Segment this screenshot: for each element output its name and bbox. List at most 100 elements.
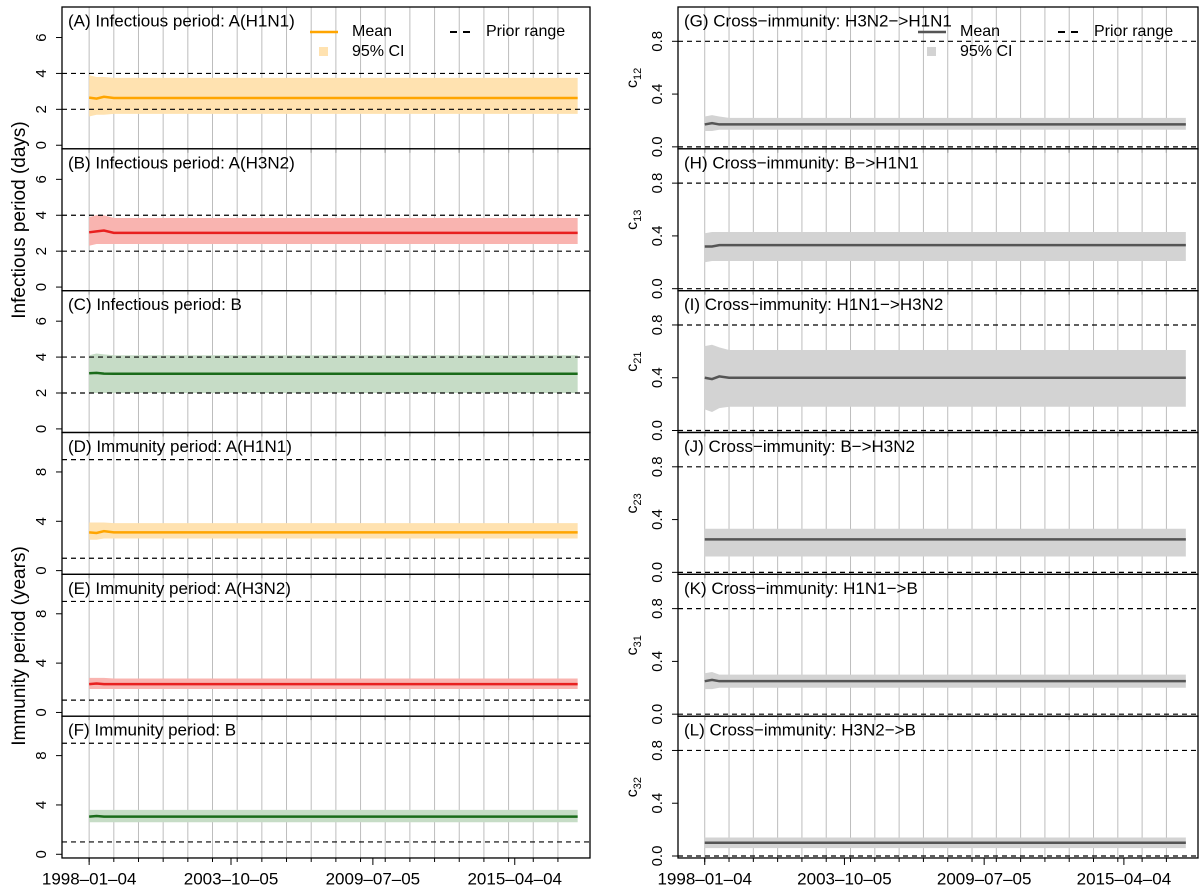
y-tick-label: 0.4 (649, 509, 666, 530)
ci-band (704, 231, 1186, 263)
y-tick-label: 2 (33, 105, 50, 113)
y-tick-label: 0.0 (649, 704, 666, 725)
mean-line (88, 95, 578, 100)
y-tick-label: 0.4 (649, 793, 666, 814)
y-tick-label: 0 (33, 283, 50, 291)
y-axis-label-main: c (624, 222, 641, 230)
legend-label: Mean (352, 23, 392, 40)
legend-label: Prior range (486, 23, 565, 40)
y-axis-label: c13 (624, 210, 644, 230)
legend-label: Prior range (1094, 23, 1173, 40)
y-tick-label: 2 (33, 389, 50, 397)
panel (678, 574, 1198, 717)
panel-title: (K) Cross−immunity: H1N1−>B (684, 579, 918, 598)
y-axis-label-sub: 32 (632, 777, 644, 789)
x-tick-label: 2015–04–04 (1077, 869, 1172, 888)
y-tick-label: 0.0 (649, 846, 666, 867)
y-tick-label: 6 (33, 317, 50, 325)
x-tick-label: 2015–04–04 (467, 869, 562, 888)
x-tick-label: 2009–07–05 (937, 869, 1032, 888)
y-axis-label-sub: 13 (632, 210, 644, 222)
y-axis-label: c12 (624, 68, 644, 88)
legend-ci-swatch (319, 47, 328, 56)
legend-label: 95% CI (960, 43, 1012, 60)
y-axis-label-sub: 21 (632, 351, 644, 363)
x-tick-label: 2003–10–05 (184, 869, 279, 888)
x-tick-label: 1998–01–04 (657, 869, 752, 888)
y-tick-label: 0.8 (649, 456, 666, 477)
y-axis-label: c32 (624, 777, 644, 797)
legend-label: 95% CI (352, 43, 404, 60)
ci-band (704, 115, 1186, 132)
y-axis-label: Infectious period (days) (9, 121, 30, 319)
panel-frame (61, 715, 591, 859)
y-tick-label: 4 (33, 801, 50, 809)
y-tick-label: 0 (33, 708, 50, 716)
y-tick-label: 8 (33, 610, 50, 618)
y-tick-label: 0 (33, 141, 50, 149)
mean-line (704, 121, 1186, 126)
ci-band (89, 75, 578, 117)
y-tick-label: 0.0 (649, 420, 666, 441)
y-tick-label: 8 (33, 468, 50, 476)
y-tick-label: 0 (33, 566, 50, 574)
y-axis-label-main: c (624, 789, 641, 797)
y-tick-label: 0.8 (649, 740, 666, 761)
y-tick-label: 0 (33, 425, 50, 433)
y-tick-label: 0 (33, 850, 50, 858)
y-tick-label: 0.8 (649, 173, 666, 194)
y-tick-label: 6 (33, 175, 50, 183)
y-tick-label: 6 (33, 33, 50, 41)
panel-title: (G) Cross−immunity: H3N2−>H1N1 (684, 11, 952, 30)
x-tick-label: 2003–10–05 (797, 869, 892, 888)
panel-title: (A) Infectious period: A(H1N1) (68, 11, 295, 30)
panel (62, 148, 590, 291)
y-tick-label: 0.8 (649, 315, 666, 336)
panel (62, 716, 590, 858)
y-axis-label: c21 (624, 351, 644, 371)
panel-frame (677, 715, 1199, 859)
panel (678, 290, 1198, 433)
mean-line (704, 375, 1186, 381)
y-axis-label-main: c (624, 506, 641, 514)
panel-title: (C) Infectious period: B (68, 295, 242, 314)
mean-line (88, 229, 578, 235)
panel-title: (E) Immunity period: A(H3N2) (68, 579, 291, 598)
panel-title: (F) Immunity period: B (68, 721, 236, 740)
y-tick-label: 0.0 (649, 136, 666, 157)
y-axis-label: Immunity period (years) (9, 546, 30, 746)
panel (62, 290, 590, 433)
ci-band (89, 215, 578, 246)
y-tick-label: 0.0 (649, 278, 666, 299)
ci-band (704, 528, 1186, 557)
y-tick-label: 0.8 (649, 598, 666, 619)
panel (678, 7, 1198, 149)
y-tick-label: 0.4 (649, 651, 666, 672)
panel-title: (D) Immunity period: A(H1N1) (68, 437, 292, 456)
y-tick-label: 2 (33, 247, 50, 255)
y-axis-label-sub: 23 (632, 493, 644, 505)
y-tick-label: 0.8 (649, 31, 666, 52)
legend-label: Mean (960, 23, 1000, 40)
mean-line (89, 814, 578, 818)
panel (62, 7, 590, 149)
y-axis-label: c23 (624, 493, 644, 513)
legend-ci-swatch (927, 47, 936, 56)
y-tick-label: 4 (33, 353, 50, 361)
y-axis-label-main: c (624, 80, 641, 88)
y-tick-label: 4 (33, 211, 50, 219)
y-axis-label: c31 (624, 635, 644, 655)
y-axis-label-sub: 12 (632, 68, 644, 80)
panel (62, 574, 590, 717)
panel-title: (B) Infectious period: A(H3N2) (68, 153, 295, 172)
panel-title: (J) Cross−immunity: B−>H3N2 (684, 437, 915, 456)
panel-title: (I) Cross−immunity: H1N1−>H3N2 (684, 295, 943, 314)
y-tick-label: 8 (33, 751, 50, 759)
y-axis-label-main: c (624, 647, 641, 655)
panel (678, 148, 1198, 291)
y-tick-label: 4 (33, 517, 50, 525)
x-tick-label: 2009–07–05 (326, 869, 421, 888)
y-tick-label: 0.0 (649, 562, 666, 583)
y-tick-label: 4 (33, 659, 50, 667)
